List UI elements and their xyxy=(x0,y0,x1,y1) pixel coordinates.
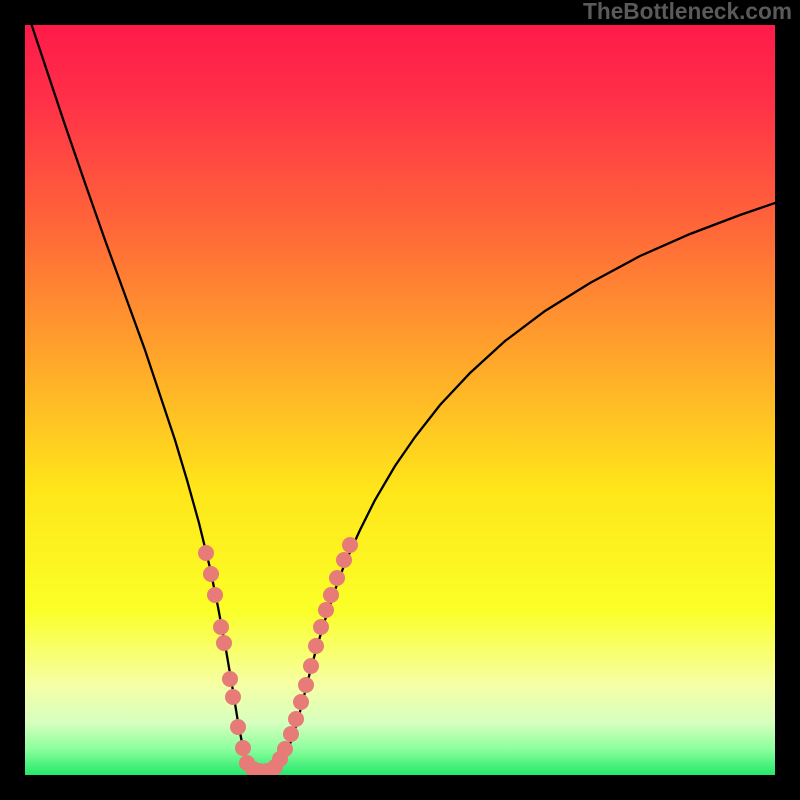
data-dot xyxy=(298,677,314,693)
data-dot xyxy=(308,638,324,654)
data-dot xyxy=(288,711,304,727)
data-dot xyxy=(313,619,329,635)
data-dot xyxy=(329,570,345,586)
data-dot xyxy=(222,671,238,687)
data-dot xyxy=(277,741,293,757)
plot-area xyxy=(25,25,775,775)
dot-cluster xyxy=(198,537,358,775)
data-dot xyxy=(198,545,214,561)
data-dot xyxy=(283,726,299,742)
watermark-text: TheBottleneck.com xyxy=(583,0,792,23)
data-dot xyxy=(336,552,352,568)
data-dot xyxy=(323,587,339,603)
data-dot xyxy=(230,719,246,735)
chart-frame: TheBottleneck.com xyxy=(0,0,800,800)
data-dot xyxy=(213,619,229,635)
data-dot xyxy=(235,740,251,756)
data-dot xyxy=(303,658,319,674)
data-dot xyxy=(203,566,219,582)
data-dot xyxy=(225,689,241,705)
curve-layer xyxy=(25,25,775,775)
data-dot xyxy=(207,587,223,603)
bottleneck-curve xyxy=(25,25,775,771)
data-dot xyxy=(293,694,309,710)
data-dot xyxy=(216,635,232,651)
data-dot xyxy=(342,537,358,553)
data-dot xyxy=(318,602,334,618)
